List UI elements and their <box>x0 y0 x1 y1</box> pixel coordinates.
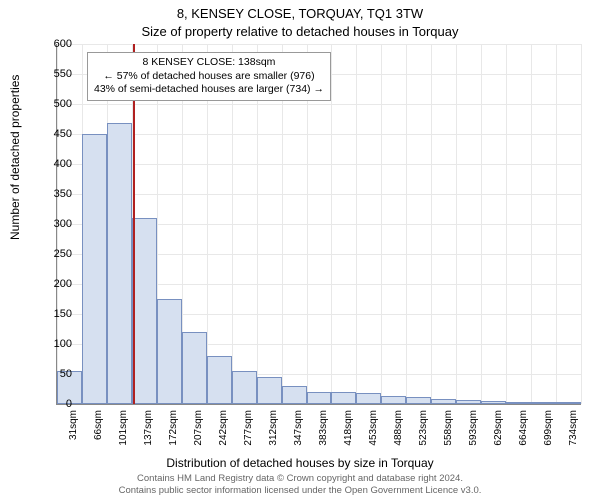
x-tick-label: 593sqm <box>468 410 479 460</box>
gridline-h <box>57 164 581 165</box>
chart-container: 8, KENSEY CLOSE, TORQUAY, TQ1 3TW Size o… <box>0 0 600 500</box>
x-tick-label: 347sqm <box>293 410 304 460</box>
y-tick-label: 0 <box>42 398 72 410</box>
plot-area: 8 KENSEY CLOSE: 138sqm← 57% of detached … <box>56 44 581 405</box>
x-tick-label: 558sqm <box>443 410 454 460</box>
page-title-line1: 8, KENSEY CLOSE, TORQUAY, TQ1 3TW <box>0 6 600 21</box>
x-tick-label: 312sqm <box>268 410 279 460</box>
y-tick-label: 250 <box>42 248 72 260</box>
x-tick-label: 488sqm <box>393 410 404 460</box>
histogram-bar <box>406 397 431 404</box>
y-tick-label: 600 <box>42 38 72 50</box>
y-tick-label: 500 <box>42 98 72 110</box>
x-tick-label: 31sqm <box>68 410 79 460</box>
annotation-line: 43% of semi-detached houses are larger (… <box>94 83 324 97</box>
histogram-bar <box>257 377 282 404</box>
footer-attribution: Contains HM Land Registry data © Crown c… <box>0 473 600 496</box>
gridline-v <box>456 44 457 404</box>
gridline-h <box>57 104 581 105</box>
y-tick-label: 350 <box>42 188 72 200</box>
x-tick-label: 629sqm <box>493 410 504 460</box>
histogram-bar <box>82 134 107 404</box>
x-tick-label: 418sqm <box>343 410 354 460</box>
histogram-bar <box>331 392 356 404</box>
histogram-bar <box>356 393 381 404</box>
gridline-v <box>506 44 507 404</box>
histogram-bar <box>531 402 556 404</box>
gridline-v <box>556 44 557 404</box>
y-tick-label: 150 <box>42 308 72 320</box>
histogram-bar <box>307 392 332 404</box>
histogram-bar <box>282 386 307 404</box>
x-tick-label: 66sqm <box>93 410 104 460</box>
y-tick-label: 450 <box>42 128 72 140</box>
gridline-v <box>581 44 582 404</box>
histogram-bar <box>431 399 456 404</box>
histogram-bar <box>506 402 531 404</box>
gridline-h <box>57 134 581 135</box>
gridline-h <box>57 44 581 45</box>
gridline-v <box>431 44 432 404</box>
histogram-bar <box>207 356 232 404</box>
gridline-v <box>406 44 407 404</box>
x-tick-label: 699sqm <box>543 410 554 460</box>
x-tick-label: 207sqm <box>193 410 204 460</box>
y-axis-label: Number of detached properties <box>8 75 22 240</box>
x-tick-label: 172sqm <box>168 410 179 460</box>
y-tick-label: 300 <box>42 218 72 230</box>
histogram-bar <box>182 332 207 404</box>
x-tick-label: 383sqm <box>318 410 329 460</box>
gridline-v <box>331 44 332 404</box>
annotation-line: 8 KENSEY CLOSE: 138sqm <box>94 56 324 70</box>
gridline-h <box>57 194 581 195</box>
gridline-v <box>381 44 382 404</box>
annotation-line: ← 57% of detached houses are smaller (97… <box>94 70 324 84</box>
footer-line2: Contains public sector information licen… <box>119 485 482 496</box>
x-tick-label: 523sqm <box>418 410 429 460</box>
x-tick-label: 453sqm <box>368 410 379 460</box>
x-tick-label: 137sqm <box>143 410 154 460</box>
x-tick-label: 242sqm <box>218 410 229 460</box>
y-tick-label: 100 <box>42 338 72 350</box>
histogram-bar <box>107 123 132 404</box>
histogram-bar <box>456 400 481 404</box>
histogram-bar <box>132 218 157 404</box>
histogram-bar <box>481 401 506 404</box>
x-tick-label: 101sqm <box>118 410 129 460</box>
page-title-line2: Size of property relative to detached ho… <box>0 24 600 39</box>
histogram-bar <box>232 371 257 404</box>
annotation-box: 8 KENSEY CLOSE: 138sqm← 57% of detached … <box>87 52 331 101</box>
x-tick-label: 277sqm <box>243 410 254 460</box>
gridline-v <box>481 44 482 404</box>
x-tick-label: 664sqm <box>518 410 529 460</box>
y-tick-label: 550 <box>42 68 72 80</box>
y-tick-label: 200 <box>42 278 72 290</box>
footer-line1: Contains HM Land Registry data © Crown c… <box>137 473 463 484</box>
histogram-bar <box>556 402 581 404</box>
histogram-bar <box>381 396 406 404</box>
histogram-bar <box>157 299 182 404</box>
gridline-v <box>531 44 532 404</box>
x-tick-label: 734sqm <box>568 410 579 460</box>
y-tick-label: 400 <box>42 158 72 170</box>
y-tick-label: 50 <box>42 368 72 380</box>
gridline-v <box>356 44 357 404</box>
